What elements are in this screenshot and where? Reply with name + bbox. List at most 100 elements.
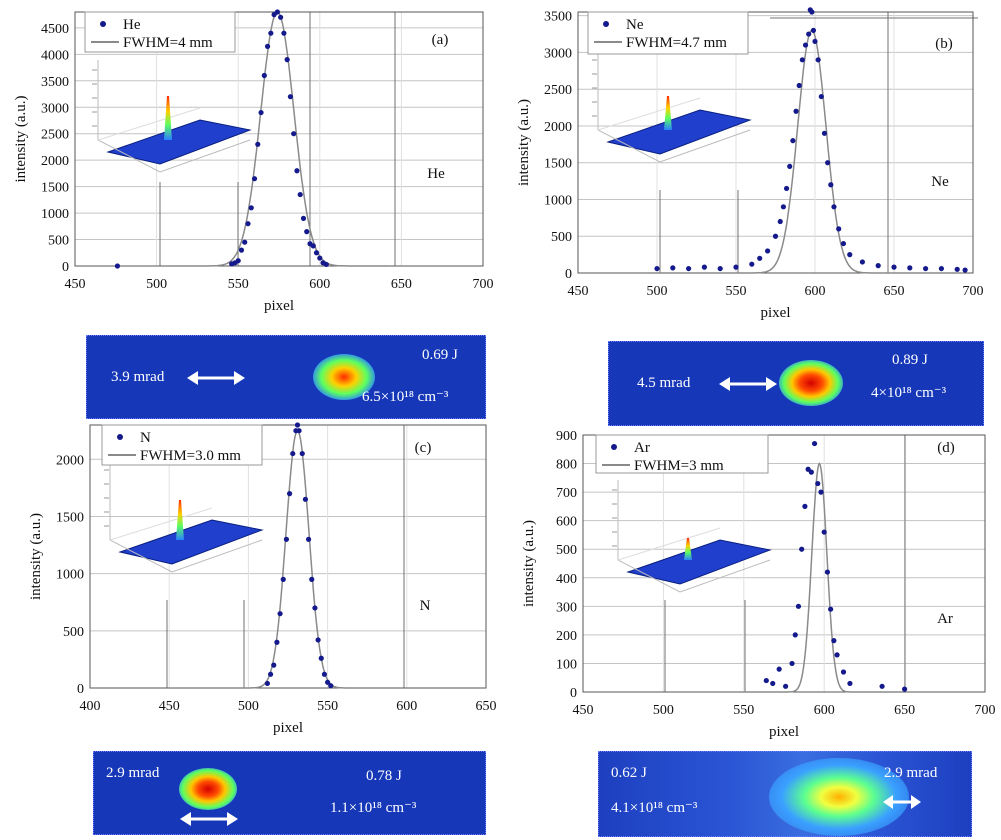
y-tick-label: 4500 [41, 22, 69, 37]
data-point [245, 221, 251, 227]
data-point [772, 233, 779, 239]
data-point [859, 259, 866, 265]
data-point [891, 264, 897, 270]
y-tick-label: 0 [570, 686, 577, 701]
data-point [811, 440, 818, 447]
data-point [315, 637, 321, 643]
beam-spot [179, 768, 237, 810]
y-tick-label: 1500 [56, 510, 84, 525]
inset-peak [164, 96, 172, 140]
data-point [264, 680, 271, 687]
beam-energy-label: 0.89 J [892, 352, 928, 368]
y-axis-label: intensity (a.u.) [516, 99, 532, 186]
data-point [808, 469, 814, 475]
data-point [815, 57, 821, 63]
data-point [802, 42, 809, 48]
data-point [847, 252, 853, 258]
data-point [757, 255, 763, 261]
y-tick-label: 2000 [544, 120, 572, 135]
data-point [770, 680, 776, 687]
data-point [274, 9, 280, 15]
data-point [318, 655, 324, 661]
data-point [810, 27, 817, 33]
data-point [796, 82, 802, 89]
x-tick-label: 450 [65, 277, 86, 292]
legend-series-label: Ne [626, 17, 644, 33]
data-point [790, 138, 796, 144]
data-point [815, 480, 821, 487]
data-point [281, 30, 287, 36]
data-point [296, 428, 302, 434]
beam-image-d: 0.62 J 4.1×10¹⁸ cm⁻³ 2.9 mrad [598, 751, 972, 837]
legend: He FWHM=4 mm [84, 11, 236, 53]
data-point [840, 240, 847, 247]
beam-divergence-label: 3.9 mrad [111, 369, 165, 385]
y-tick-label: 1000 [41, 207, 69, 222]
double-arrow-icon [719, 377, 777, 391]
x-tick-label: 450 [159, 699, 180, 714]
x-tick-label: 450 [568, 284, 589, 299]
beam-spot [769, 758, 909, 836]
x-tick-label: 650 [476, 699, 497, 714]
data-point [777, 218, 783, 225]
x-tick-label: 550 [733, 703, 754, 718]
data-point [733, 264, 739, 270]
data-point [261, 72, 267, 79]
legend: Ar FWHM=3 mm [595, 434, 769, 474]
data-point [799, 57, 805, 63]
inset-surface [106, 119, 252, 165]
y-axis-label: intensity (a.u.) [28, 513, 44, 600]
y-tick-label: 0 [77, 682, 84, 697]
y-axis-label: intensity (a.u.) [13, 95, 29, 182]
inset-axes [597, 97, 701, 131]
data-point [787, 163, 793, 169]
x-tick-label: 500 [238, 699, 259, 714]
legend-box [587, 11, 749, 55]
data-point [290, 450, 296, 457]
x-tick-label: 500 [146, 277, 167, 292]
chart-panel-b: 0 500 1000 1500 2000 2500 3000 3500 450 500 550 600… [516, 7, 984, 321]
beam-density-label: 1.1×10¹⁸ cm⁻³ [330, 800, 417, 816]
data-point [923, 265, 929, 272]
double-arrow-icon [883, 795, 921, 809]
legend-marker [611, 444, 617, 450]
legend-fit-label: FWHM=3 mm [634, 458, 724, 474]
x-axis-label: pixel [769, 724, 799, 740]
y-tick-label: 500 [63, 625, 84, 640]
x-tick-label: 600 [309, 277, 330, 292]
species-annotation: Ne [931, 174, 949, 190]
x-tick-label: 700 [963, 284, 984, 299]
legend-marker [100, 21, 106, 27]
x-tick-label: 650 [894, 703, 915, 718]
inset-axes [109, 460, 263, 573]
data-point [795, 603, 802, 609]
chart-panel-a: 0 500 1000 1500 2000 2500 3000 3500 4000 4500 450 5… [13, 9, 494, 314]
data-point [765, 248, 771, 254]
data-point [783, 185, 790, 192]
data-point [806, 31, 812, 37]
legend-series-label: Ar [634, 440, 650, 456]
panel-label: (d) [937, 440, 955, 456]
data-point [277, 611, 283, 617]
x-tick-label: 600 [396, 699, 417, 714]
data-point [299, 450, 305, 457]
legend-box [101, 424, 263, 466]
data-point [238, 247, 245, 253]
data-point [840, 669, 847, 675]
y-tick-label: 1500 [544, 157, 572, 172]
data-point [825, 160, 831, 166]
data-point [284, 57, 290, 63]
x-axis-label: pixel [273, 720, 303, 736]
x-tick-label: 700 [975, 703, 996, 718]
beam-image-a: 3.9 mrad 0.69 J 6.5×10¹⁸ cm⁻³ [86, 335, 486, 419]
double-arrow-icon [180, 812, 238, 826]
inset-axes [617, 480, 771, 593]
y-tick-label: 500 [48, 234, 69, 249]
data-point [323, 261, 329, 268]
x-axis-label: pixel [761, 305, 791, 321]
beam-energy-label: 0.62 J [611, 765, 647, 781]
x-tick-label: 500 [653, 703, 674, 718]
data-point [309, 576, 315, 582]
double-arrow-icon [187, 371, 245, 385]
beam-energy-label: 0.78 J [366, 768, 402, 784]
